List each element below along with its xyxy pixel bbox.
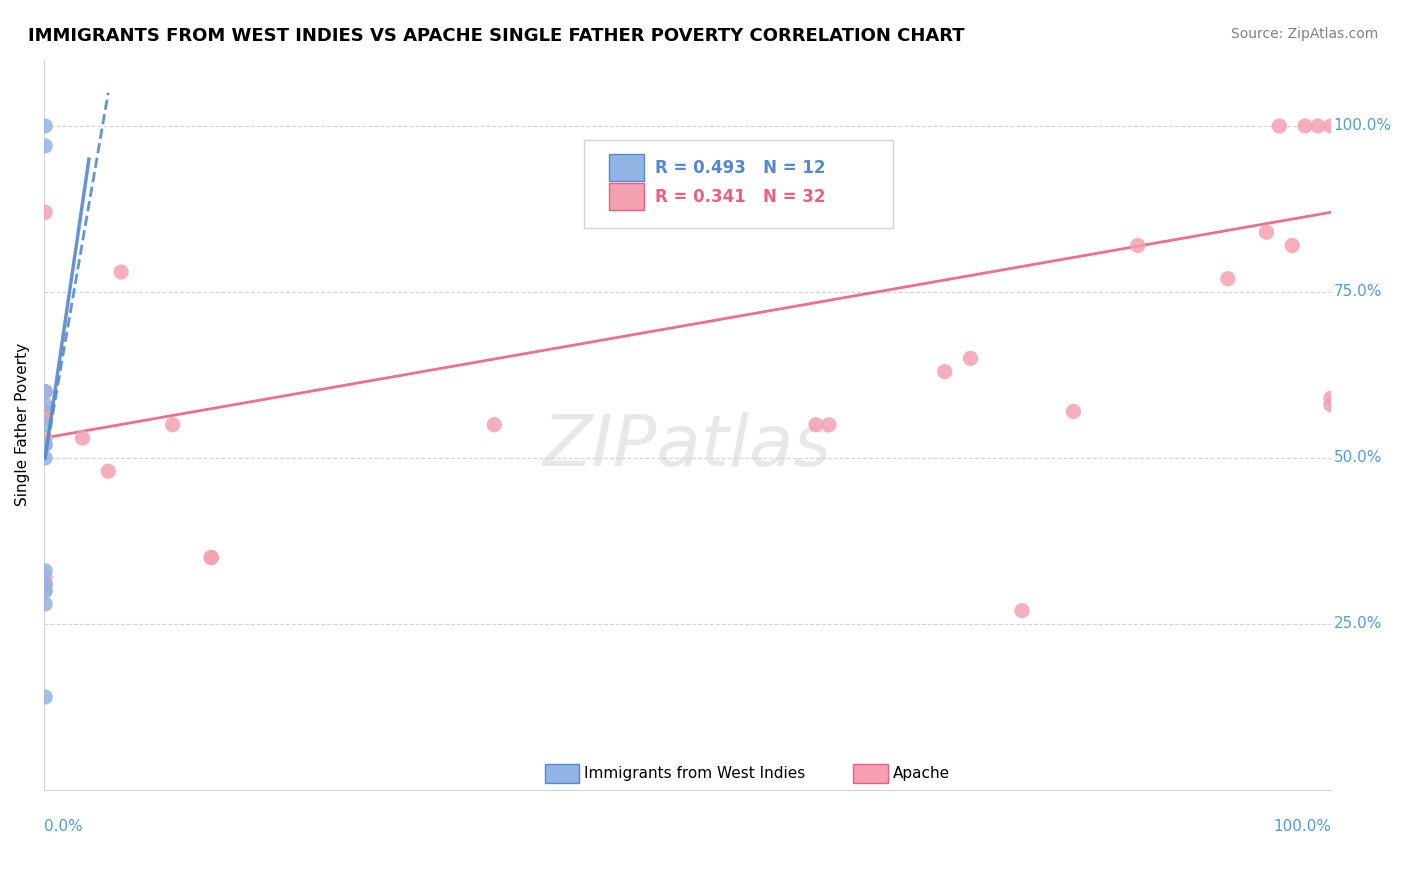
Point <box>34 577 56 591</box>
Text: 0.0%: 0.0% <box>44 819 83 834</box>
Point <box>1320 398 1343 412</box>
Point <box>162 417 184 432</box>
Point <box>34 404 56 418</box>
Point <box>34 438 56 452</box>
Text: Immigrants from West Indies: Immigrants from West Indies <box>585 765 806 780</box>
Text: 100.0%: 100.0% <box>1333 119 1392 134</box>
Text: ZIPatlas: ZIPatlas <box>543 412 832 481</box>
Point <box>34 384 56 399</box>
Point <box>484 417 506 432</box>
Point <box>1294 119 1316 133</box>
Point <box>34 577 56 591</box>
Point <box>34 450 56 465</box>
Point <box>34 438 56 452</box>
Text: Apache: Apache <box>893 765 950 780</box>
Point <box>1306 119 1329 133</box>
Point <box>110 265 132 279</box>
Point <box>34 417 56 432</box>
Point <box>34 583 56 598</box>
Text: R = 0.493   N = 12: R = 0.493 N = 12 <box>655 159 825 177</box>
Point <box>97 464 120 478</box>
Point <box>34 597 56 611</box>
Point <box>1062 404 1084 418</box>
Text: 25.0%: 25.0% <box>1333 616 1382 632</box>
FancyBboxPatch shape <box>853 764 889 783</box>
Point <box>200 550 222 565</box>
Point <box>34 570 56 584</box>
Text: IMMIGRANTS FROM WEST INDIES VS APACHE SINGLE FATHER POVERTY CORRELATION CHART: IMMIGRANTS FROM WEST INDIES VS APACHE SI… <box>28 27 965 45</box>
Point <box>804 417 827 432</box>
FancyBboxPatch shape <box>609 153 644 181</box>
Point <box>1256 225 1278 239</box>
Text: R = 0.341   N = 32: R = 0.341 N = 32 <box>655 188 825 206</box>
Text: 75.0%: 75.0% <box>1333 285 1382 300</box>
FancyBboxPatch shape <box>585 140 893 227</box>
Point <box>34 398 56 412</box>
Point <box>1216 271 1239 285</box>
Point <box>34 690 56 704</box>
Point <box>72 431 94 445</box>
Point <box>959 351 981 366</box>
Point <box>34 583 56 598</box>
Point <box>1281 238 1303 252</box>
FancyBboxPatch shape <box>544 764 579 783</box>
Text: 50.0%: 50.0% <box>1333 450 1382 466</box>
Text: 100.0%: 100.0% <box>1272 819 1331 834</box>
Point <box>34 205 56 219</box>
Point <box>34 564 56 578</box>
Point <box>34 384 56 399</box>
Point <box>34 431 56 445</box>
Point <box>818 417 841 432</box>
Point <box>34 139 56 153</box>
Y-axis label: Single Father Poverty: Single Father Poverty <box>15 343 30 507</box>
Point <box>1011 604 1033 618</box>
Point <box>934 365 956 379</box>
FancyBboxPatch shape <box>609 183 644 210</box>
Point <box>1268 119 1291 133</box>
Point <box>34 411 56 425</box>
Point <box>1320 119 1343 133</box>
Point <box>1126 238 1149 252</box>
Text: Source: ZipAtlas.com: Source: ZipAtlas.com <box>1230 27 1378 41</box>
Point <box>1320 391 1343 405</box>
Point <box>200 550 222 565</box>
Point <box>34 119 56 133</box>
